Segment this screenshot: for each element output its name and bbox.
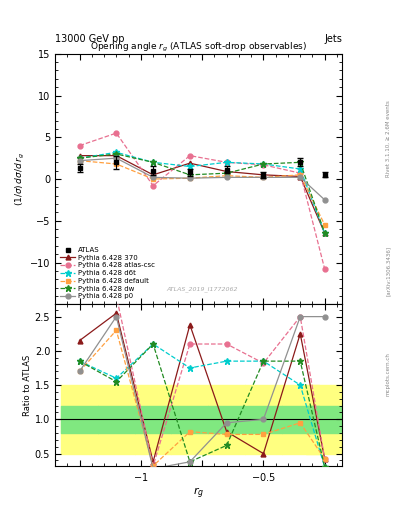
Pythia 6.428 default — [151, 176, 156, 182]
Line: Pythia 6.428 370: Pythia 6.428 370 — [77, 153, 327, 236]
Line: Pythia 6.428 default: Pythia 6.428 default — [77, 158, 327, 227]
Pythia 6.428 370 — [298, 174, 303, 180]
Pythia 6.428 default — [187, 175, 192, 181]
Pythia 6.428 370 — [114, 153, 119, 159]
Pythia 6.428 370 — [187, 160, 192, 166]
Pythia 6.428 p0 — [322, 197, 327, 203]
Pythia 6.428 p0 — [187, 175, 192, 181]
Pythia 6.428 dw — [114, 151, 119, 157]
Text: [arXiv:1306.3436]: [arXiv:1306.3436] — [386, 246, 391, 296]
Pythia 6.428 default — [322, 222, 327, 228]
Pythia 6.428 default — [261, 174, 266, 180]
Text: 13000 GeV pp: 13000 GeV pp — [55, 33, 125, 44]
Pythia 6.428 p0 — [114, 155, 119, 161]
Pythia 6.428 370 — [261, 172, 266, 178]
Pythia 6.428 d6t — [151, 159, 156, 165]
Pythia 6.428 default — [114, 161, 119, 167]
Pythia 6.428 dw — [77, 155, 82, 161]
Pythia 6.428 atlas-csc — [77, 142, 82, 148]
Line: Pythia 6.428 atlas-csc: Pythia 6.428 atlas-csc — [77, 131, 327, 272]
Pythia 6.428 atlas-csc — [151, 183, 156, 189]
Pythia 6.428 d6t — [261, 161, 266, 167]
Pythia 6.428 dw — [151, 159, 156, 165]
Pythia 6.428 370 — [224, 168, 229, 175]
Pythia 6.428 p0 — [151, 174, 156, 180]
Pythia 6.428 atlas-csc — [224, 159, 229, 165]
Pythia 6.428 default — [77, 158, 82, 164]
Y-axis label: Ratio to ATLAS: Ratio to ATLAS — [23, 354, 32, 416]
Pythia 6.428 d6t — [322, 230, 327, 237]
Pythia 6.428 p0 — [261, 174, 266, 180]
Pythia 6.428 p0 — [298, 174, 303, 180]
Pythia 6.428 dw — [298, 159, 303, 165]
Pythia 6.428 default — [224, 173, 229, 179]
Pythia 6.428 370 — [322, 230, 327, 237]
Line: Pythia 6.428 d6t: Pythia 6.428 d6t — [76, 149, 328, 237]
Y-axis label: $(1/\sigma)\,d\sigma/d\,r_g$: $(1/\sigma)\,d\sigma/d\,r_g$ — [14, 152, 27, 206]
Pythia 6.428 dw — [261, 161, 266, 167]
Title: Opening angle $r_g$ (ATLAS soft-drop observables): Opening angle $r_g$ (ATLAS soft-drop obs… — [90, 40, 307, 54]
Pythia 6.428 d6t — [187, 163, 192, 169]
Pythia 6.428 d6t — [114, 149, 119, 155]
Pythia 6.428 atlas-csc — [114, 130, 119, 136]
Pythia 6.428 atlas-csc — [298, 170, 303, 176]
Pythia 6.428 370 — [151, 172, 156, 178]
Pythia 6.428 d6t — [298, 166, 303, 172]
Pythia 6.428 p0 — [77, 158, 82, 164]
X-axis label: $r_g$: $r_g$ — [193, 485, 204, 501]
Pythia 6.428 atlas-csc — [261, 162, 266, 168]
Pythia 6.428 370 — [77, 153, 82, 159]
Text: ATLAS_2019_I1772062: ATLAS_2019_I1772062 — [166, 286, 238, 292]
Text: Jets: Jets — [324, 33, 342, 44]
Pythia 6.428 dw — [224, 170, 229, 176]
Text: Rivet 3.1.10, ≥ 2.6M events: Rivet 3.1.10, ≥ 2.6M events — [386, 100, 391, 177]
Line: Pythia 6.428 p0: Pythia 6.428 p0 — [77, 156, 327, 202]
Pythia 6.428 dw — [322, 230, 327, 237]
Text: mcplots.cern.ch: mcplots.cern.ch — [386, 352, 391, 396]
Line: Pythia 6.428 dw: Pythia 6.428 dw — [76, 151, 328, 237]
Pythia 6.428 atlas-csc — [187, 153, 192, 159]
Pythia 6.428 p0 — [224, 174, 229, 180]
Pythia 6.428 dw — [187, 172, 192, 178]
Pythia 6.428 d6t — [77, 155, 82, 161]
Pythia 6.428 atlas-csc — [322, 266, 327, 272]
Legend: ATLAS, Pythia 6.428 370, Pythia 6.428 atlas-csc, Pythia 6.428 d6t, Pythia 6.428 : ATLAS, Pythia 6.428 370, Pythia 6.428 at… — [59, 246, 156, 301]
Pythia 6.428 d6t — [224, 159, 229, 165]
Pythia 6.428 default — [298, 172, 303, 178]
